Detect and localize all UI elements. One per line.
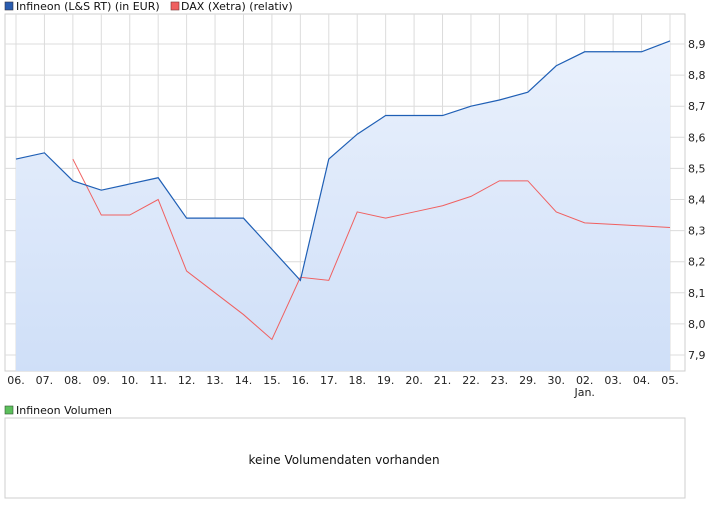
y-tick-label: 8,2 bbox=[688, 256, 706, 269]
chart-legend: Infineon (L&S RT) (in EUR) DAX (Xetra) (… bbox=[4, 0, 293, 13]
y-axis-ticks: 7,9 8,0 8,1 8,2 8,3 8,4 8,5 8,6 8,7 8,8 8,9 bbox=[688, 38, 706, 362]
volume-legend-label: Infineon Volumen bbox=[16, 404, 112, 417]
y-tick-label: 8,1 bbox=[688, 287, 706, 300]
x-tick-label: 23. bbox=[491, 374, 509, 387]
x-tick-label: 20. bbox=[405, 374, 423, 387]
infineon-legend-label: Infineon (L&S RT) (in EUR) bbox=[16, 0, 160, 13]
y-tick-label: 8,6 bbox=[688, 131, 706, 144]
infineon-line bbox=[15, 40, 671, 282]
x-tick-label: 03. bbox=[604, 374, 622, 387]
infineon-area-fill bbox=[16, 40, 670, 371]
x-tick-label: 18. bbox=[348, 374, 366, 387]
y-tick-label: 8,9 bbox=[688, 38, 706, 51]
x-tick-label: 29. bbox=[519, 374, 537, 387]
x-tick-label: 11. bbox=[149, 374, 167, 387]
no-volume-message: keine Volumendaten vorhanden bbox=[248, 453, 439, 467]
x-tick-label: 06. bbox=[7, 374, 25, 387]
x-tick-label: 12. bbox=[178, 374, 196, 387]
y-tick-label: 8,5 bbox=[688, 162, 706, 175]
x-tick-label: 05. bbox=[661, 374, 679, 387]
x-tick-label: 30. bbox=[548, 374, 566, 387]
x-tick-label: 10. bbox=[121, 374, 139, 387]
x-tick-label: 04. bbox=[633, 374, 651, 387]
volume-legend-swatch bbox=[4, 405, 14, 415]
y-tick-label: 8,4 bbox=[688, 194, 706, 207]
x-tick-label: 15. bbox=[263, 374, 281, 387]
infineon-legend-swatch bbox=[4, 1, 14, 11]
x-tick-label: 16. bbox=[292, 374, 310, 387]
x-tick-label: 22. bbox=[462, 374, 480, 387]
x-tick-label: 02. bbox=[576, 374, 594, 387]
y-tick-label: 8,8 bbox=[688, 69, 706, 82]
x-tick-label: 19. bbox=[377, 374, 395, 387]
x-tick-sublabel: Jan. bbox=[573, 386, 594, 399]
volume-panel bbox=[4, 417, 686, 499]
y-tick-label: 8,0 bbox=[688, 318, 706, 331]
x-tick-label: 13. bbox=[206, 374, 224, 387]
x-tick-label: 09. bbox=[93, 374, 111, 387]
x-tick-label: 07. bbox=[36, 374, 54, 387]
x-tick-label: 14. bbox=[235, 374, 253, 387]
y-tick-label: 8,3 bbox=[688, 225, 706, 238]
dax-legend-swatch bbox=[170, 1, 180, 11]
x-tick-label: 21. bbox=[434, 374, 452, 387]
x-axis-ticks: 06. 07. 08. 09. 10. 11. 12. 13. 14. 15. 16. 17. 18. 1… bbox=[7, 374, 679, 399]
x-tick-label: 08. bbox=[64, 374, 82, 387]
x-tick-label: 17. bbox=[320, 374, 338, 387]
y-tick-label: 7,9 bbox=[688, 349, 706, 362]
y-tick-label: 8,7 bbox=[688, 100, 706, 113]
dax-line bbox=[72, 158, 671, 341]
dax-legend-label: DAX (Xetra) (relativ) bbox=[181, 0, 293, 13]
